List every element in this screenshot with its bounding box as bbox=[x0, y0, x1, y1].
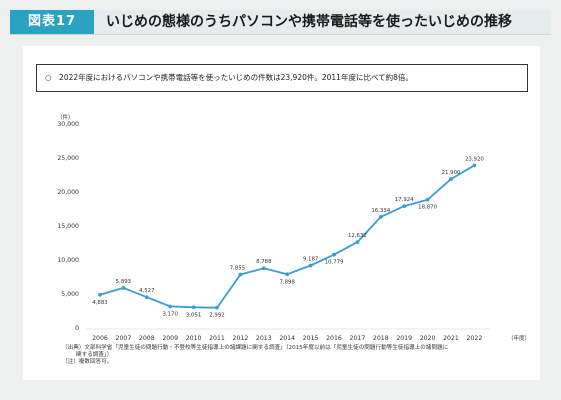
data-point bbox=[215, 305, 219, 310]
data-point bbox=[449, 177, 453, 181]
data-label: 9,187 bbox=[303, 257, 318, 263]
figure-number-label: 図表17 bbox=[10, 10, 94, 34]
y-axis-ticks: 0 5,000 10,000 15,000 20,000 25,000 30,000 bbox=[57, 121, 79, 332]
x-tick-label: 2021 bbox=[443, 335, 459, 342]
data-point bbox=[355, 240, 360, 245]
x-tick-label: 2015 bbox=[303, 335, 319, 342]
x-tick-label: 2006 bbox=[92, 335, 108, 342]
data-point bbox=[402, 204, 407, 209]
x-tick-label: 2020 bbox=[420, 335, 436, 342]
data-point bbox=[121, 286, 126, 290]
data-point bbox=[332, 252, 336, 257]
data-label: 3,051 bbox=[186, 312, 201, 318]
x-tick-label: 2007 bbox=[116, 335, 132, 342]
figure-title-bar: 図表17 いじめの態様のうちパソコンや携帯電話等を使ったいじめの推移 bbox=[10, 10, 551, 35]
x-axis-ticks: 2006 2007 2008 2009 2010 2011 2012 2013 2014 2015… bbox=[92, 335, 482, 342]
summary-text: ○ 2022年度におけるパソコンや携帯電話等を使ったいじめの件数は23,920件… bbox=[45, 73, 413, 82]
x-tick-label: 2010 bbox=[186, 335, 202, 342]
footnote-source-cont: 関する調査」） bbox=[76, 352, 113, 358]
x-axis-unit-label: （年度） bbox=[508, 334, 530, 342]
data-point bbox=[144, 295, 149, 300]
footnote-note: （注）複数回答可。 bbox=[62, 359, 113, 365]
data-labels: 4,883 5,893 4,527 3,170 3,051 2,992 7,855 8,788… bbox=[92, 156, 484, 318]
data-label: 3,170 bbox=[162, 311, 178, 317]
data-label: 21,900 bbox=[442, 170, 461, 176]
data-point bbox=[472, 163, 477, 168]
x-tick-label: 2018 bbox=[373, 335, 389, 342]
y-tick-label: 30,000 bbox=[57, 121, 79, 128]
data-label: 5,893 bbox=[116, 279, 131, 285]
data-label: 8,788 bbox=[256, 259, 272, 265]
data-point bbox=[308, 263, 313, 268]
data-label: 7,855 bbox=[230, 266, 245, 272]
series-line bbox=[99, 164, 476, 309]
data-label: 17,924 bbox=[395, 197, 414, 203]
x-tick-label: 2011 bbox=[209, 335, 225, 342]
x-tick-label: 2016 bbox=[326, 335, 342, 342]
summary-box: ○ 2022年度におけるパソコンや携帯電話等を使ったいじめの件数は23,920件… bbox=[36, 64, 528, 92]
data-label: 16,334 bbox=[371, 208, 390, 214]
x-tick-label: 2019 bbox=[396, 335, 412, 342]
x-tick-label: 2014 bbox=[279, 335, 295, 342]
data-point bbox=[168, 304, 173, 309]
data-label: 2,992 bbox=[209, 313, 224, 319]
x-tick-label: 2022 bbox=[467, 335, 483, 342]
data-point bbox=[261, 266, 266, 271]
y-tick-label: 25,000 bbox=[57, 155, 79, 162]
data-point bbox=[98, 292, 102, 297]
data-points bbox=[98, 163, 477, 310]
x-tick-label: 2009 bbox=[162, 335, 178, 342]
data-label: 4,527 bbox=[139, 288, 154, 294]
data-point bbox=[285, 272, 290, 277]
y-tick-label: 10,000 bbox=[57, 257, 79, 264]
data-label: 7,898 bbox=[279, 279, 295, 285]
x-tick-label: 2013 bbox=[256, 335, 272, 342]
y-axis-unit-label: （件） bbox=[57, 113, 74, 121]
y-tick-label: 15,000 bbox=[57, 223, 79, 230]
y-tick-label: 0 bbox=[75, 325, 79, 332]
data-point bbox=[425, 197, 430, 202]
data-point bbox=[191, 305, 196, 310]
x-tick-label: 2017 bbox=[350, 335, 366, 342]
x-tick-label: 2008 bbox=[139, 335, 155, 342]
data-point bbox=[378, 215, 383, 219]
data-label: 18,870 bbox=[418, 205, 437, 211]
figure-title: いじめの態様のうちパソコンや携帯電話等を使ったいじめの推移 bbox=[106, 14, 512, 30]
data-point bbox=[238, 272, 243, 277]
data-label: 10,779 bbox=[325, 260, 344, 266]
y-tick-label: 5,000 bbox=[61, 291, 79, 298]
data-label: 4,883 bbox=[92, 300, 107, 306]
data-label: 12,632 bbox=[348, 233, 367, 239]
chart-card bbox=[23, 46, 540, 380]
data-label: 23,920 bbox=[465, 156, 484, 162]
x-tick-label: 2012 bbox=[233, 335, 249, 342]
y-tick-label: 20,000 bbox=[57, 189, 79, 196]
footnote-source: （出典）文部科学省「児童生徒の問題行動・不登校等生徒指導上の諸課題に関する調査」… bbox=[62, 345, 449, 351]
